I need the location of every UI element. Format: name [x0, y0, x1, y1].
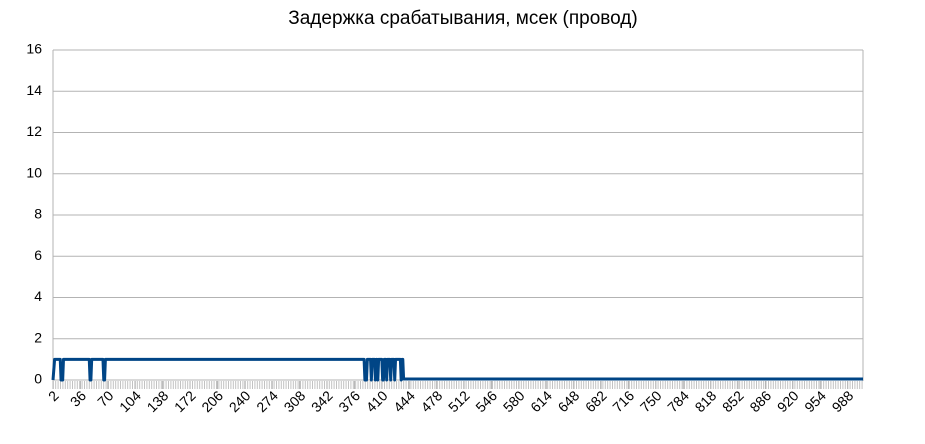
x-tick-label: 784 [664, 387, 692, 415]
x-tick-label: 988 [829, 387, 857, 415]
x-tick-label: 648 [555, 387, 583, 415]
x-tick-label: 138 [144, 387, 172, 415]
x-tick-label: 172 [171, 387, 199, 415]
x-tick-label: 716 [609, 387, 637, 415]
x-tick-label: 546 [472, 387, 500, 415]
x-tick-label: 852 [719, 387, 747, 415]
y-tick-label: 0 [34, 371, 42, 387]
x-tick-label: 682 [582, 387, 610, 415]
y-tick-label: 10 [26, 164, 42, 180]
x-tick-label: 342 [308, 387, 336, 415]
x-tick-label: 512 [445, 387, 473, 415]
x-tick-label: 2 [45, 387, 62, 404]
x-tick-label: 70 [94, 387, 116, 409]
x-tick-label: 410 [363, 387, 391, 415]
x-tick-label: 750 [637, 387, 665, 415]
x-tick-label: 444 [390, 387, 418, 415]
x-tick-label: 886 [746, 387, 774, 415]
x-tick-label: 274 [253, 387, 281, 415]
x-tick-label: 36 [67, 387, 89, 409]
y-tick-label: 4 [34, 288, 42, 304]
x-tick-label: 818 [692, 387, 720, 415]
x-tick-label: 104 [116, 387, 144, 415]
y-tick-label: 2 [34, 329, 42, 345]
x-tick-label: 376 [335, 387, 363, 415]
y-tick-label: 6 [34, 247, 42, 263]
x-tick-label: 308 [281, 387, 309, 415]
y-tick-label: 14 [26, 82, 42, 98]
x-tick-label: 920 [774, 387, 802, 415]
y-tick-label: 16 [26, 41, 42, 57]
x-tick-label: 206 [198, 387, 226, 415]
category-tick-strip [53, 381, 863, 389]
chart-title: Задержка срабатывания, мсек (провод) [288, 8, 637, 29]
y-tick-label: 8 [34, 206, 42, 222]
x-tick-label: 954 [801, 387, 829, 415]
x-tick-label: 614 [527, 387, 555, 415]
data-line [51, 357, 863, 382]
x-tick-label: 580 [500, 387, 528, 415]
y-tick-label: 12 [26, 123, 42, 139]
x-tick-label: 478 [418, 387, 446, 415]
x-tick-label: 240 [226, 387, 254, 415]
